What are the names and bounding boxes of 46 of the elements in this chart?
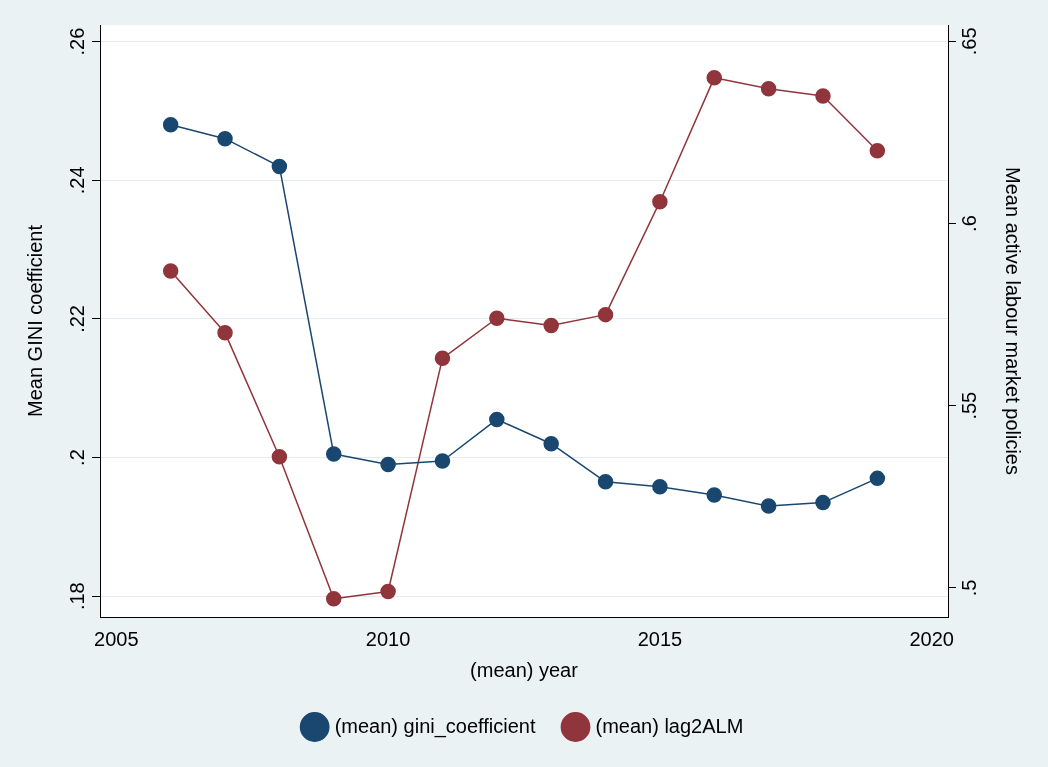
x-tick-label: 2005 bbox=[94, 627, 139, 650]
point bbox=[271, 158, 288, 175]
point bbox=[217, 130, 233, 147]
point bbox=[597, 474, 614, 490]
point bbox=[271, 448, 288, 465]
y-tick-label: .22 bbox=[65, 305, 88, 333]
point bbox=[815, 88, 831, 104]
x-tick-label: 2015 bbox=[637, 627, 683, 650]
point bbox=[597, 306, 614, 323]
point bbox=[434, 350, 451, 367]
y2-tick-label: .65 bbox=[957, 27, 980, 56]
point bbox=[217, 325, 233, 341]
point bbox=[869, 142, 886, 159]
y-axis-title: Mean GINI coefficient bbox=[23, 224, 46, 417]
point bbox=[760, 81, 777, 97]
y2-tick-label: .5 bbox=[957, 579, 980, 597]
y2-axis-title: Mean active labour market policies bbox=[1002, 167, 1025, 475]
point bbox=[380, 583, 396, 600]
point bbox=[325, 591, 342, 607]
point bbox=[652, 193, 668, 210]
y-tick-label: .24 bbox=[65, 166, 88, 195]
point bbox=[325, 446, 342, 462]
y-tick-label: .2 bbox=[65, 449, 88, 466]
point bbox=[489, 411, 505, 428]
x-tick-label: 2010 bbox=[365, 627, 411, 650]
y2-tick-label: .6 bbox=[957, 215, 980, 232]
point bbox=[652, 478, 668, 495]
legend-label: (mean) gini_coefficient bbox=[334, 714, 536, 738]
point bbox=[162, 263, 179, 279]
point bbox=[869, 470, 886, 487]
point bbox=[380, 456, 396, 473]
point bbox=[760, 498, 777, 514]
point bbox=[489, 310, 505, 327]
y2-tick-label: .55 bbox=[957, 391, 980, 420]
legend-label: (mean) lag2ALM bbox=[595, 714, 744, 737]
point bbox=[706, 70, 723, 86]
point bbox=[162, 117, 179, 133]
point bbox=[543, 317, 559, 334]
x-axis-title: (mean) year bbox=[470, 658, 579, 681]
point bbox=[434, 453, 451, 469]
point bbox=[543, 435, 559, 452]
point bbox=[706, 487, 723, 503]
point bbox=[815, 494, 831, 511]
y-tick-label: .18 bbox=[65, 582, 88, 611]
x-tick-label: 2020 bbox=[909, 627, 954, 650]
y-tick-label: .26 bbox=[65, 27, 88, 56]
